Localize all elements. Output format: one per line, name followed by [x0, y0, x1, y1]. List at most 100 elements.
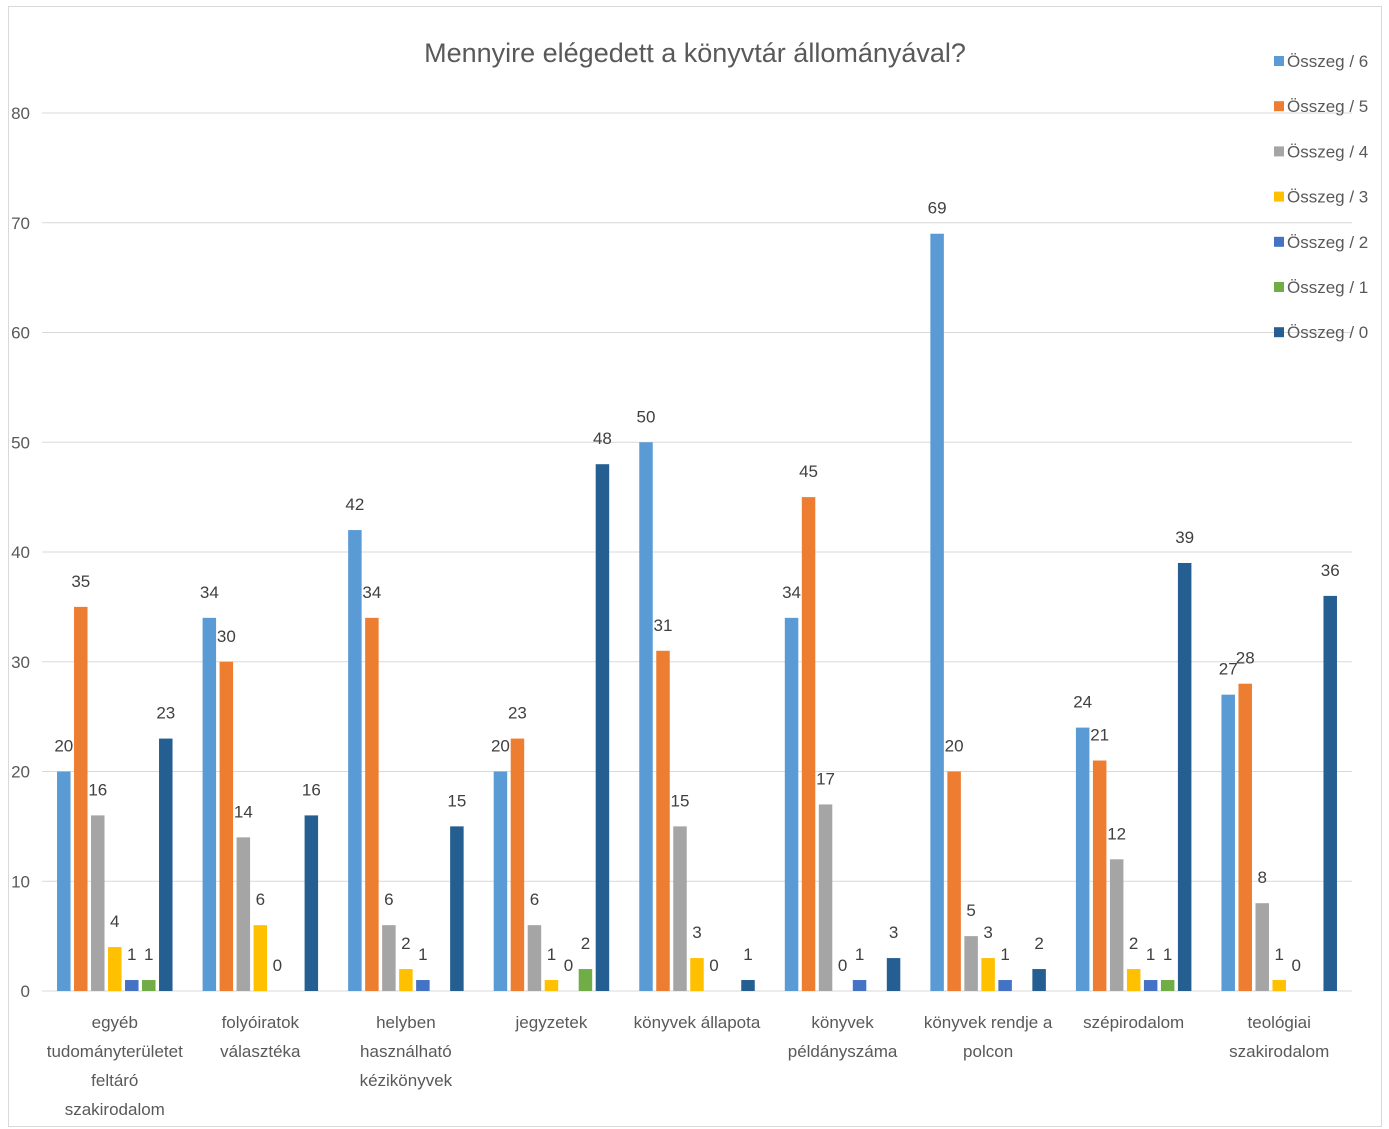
- data-label: 0: [838, 956, 847, 975]
- y-axis-ticks: 0 10 20 30 40 50 60 70 80: [11, 104, 30, 1001]
- legend-label: Összeg / 3: [1287, 188, 1368, 207]
- data-label: 2: [581, 934, 590, 953]
- category-label: tudományterületet: [47, 1042, 183, 1061]
- data-label: 5: [966, 901, 975, 920]
- legend-swatch: [1274, 327, 1284, 338]
- bar: [981, 958, 995, 991]
- y-tick-label: 40: [11, 543, 30, 562]
- bar: [382, 925, 396, 991]
- legend-swatch: [1274, 236, 1284, 247]
- bar: [578, 969, 593, 991]
- bar: [784, 617, 799, 991]
- category-labels: egyéb tudományterületet feltáró szakirodalo…: [47, 1013, 1330, 1119]
- bar: [818, 804, 833, 991]
- data-label: 23: [508, 704, 527, 723]
- bar: [801, 497, 816, 991]
- data-label: 34: [200, 583, 219, 602]
- category-label: kézikönyvek: [360, 1071, 453, 1090]
- data-label: 28: [1236, 649, 1255, 668]
- data-label: 16: [302, 780, 321, 799]
- bar: [219, 661, 234, 991]
- bar: [74, 606, 88, 991]
- data-label: 31: [654, 616, 673, 635]
- category-label: folyóiratok: [222, 1013, 300, 1032]
- bar: [998, 980, 1012, 991]
- legend-label: Összeg / 5: [1287, 97, 1368, 116]
- data-label: 1: [1163, 945, 1172, 964]
- bar: [1323, 595, 1337, 991]
- data-label: 8: [1257, 868, 1266, 887]
- data-label: 0: [709, 956, 718, 975]
- data-label: 16: [88, 780, 107, 799]
- category-label: használható: [360, 1042, 452, 1061]
- category-label: szépirodalom: [1083, 1013, 1184, 1032]
- data-label: 0: [1291, 956, 1300, 975]
- data-label: 12: [1107, 824, 1126, 843]
- bar: [365, 617, 379, 991]
- bar: [639, 442, 653, 991]
- data-label: 6: [530, 890, 539, 909]
- bar: [741, 980, 755, 991]
- data-label: 21: [1090, 726, 1109, 745]
- bar: [1255, 903, 1269, 991]
- data-label: 0: [564, 956, 573, 975]
- chart-title: Mennyire elégedett a könyvtár állományáv…: [424, 38, 966, 68]
- bar: [399, 969, 413, 991]
- data-label: 1: [418, 945, 427, 964]
- bar: [142, 980, 156, 991]
- bar: [1177, 562, 1192, 991]
- bar: [1126, 969, 1141, 991]
- data-label: 2: [1129, 934, 1138, 953]
- category-label: feltáró: [91, 1071, 138, 1090]
- data-label: 24: [1073, 693, 1092, 712]
- category-label: egyéb: [92, 1013, 138, 1032]
- data-label: 1: [144, 945, 153, 964]
- category-label: teológiai: [1248, 1013, 1311, 1032]
- bar: [1272, 980, 1286, 991]
- category-label: választéka: [220, 1042, 301, 1061]
- bar: [1032, 969, 1046, 991]
- data-label: 1: [855, 945, 864, 964]
- data-label: 48: [593, 429, 612, 448]
- bar: [690, 958, 704, 991]
- data-label: 34: [782, 583, 801, 602]
- bar: [159, 738, 173, 991]
- data-label: 50: [637, 407, 656, 426]
- bar: [1143, 980, 1158, 991]
- data-label: 1: [1274, 945, 1283, 964]
- y-tick-label: 60: [11, 324, 30, 343]
- category-label: könyvek állapota: [634, 1013, 761, 1032]
- data-label: 6: [384, 890, 393, 909]
- bar: [595, 464, 610, 991]
- data-label: 1: [1146, 945, 1155, 964]
- data-label: 3: [692, 923, 701, 942]
- bar: [125, 980, 139, 991]
- bar: [57, 771, 71, 991]
- data-label: 14: [234, 802, 253, 821]
- bar: [91, 815, 105, 991]
- legend-swatch: [1274, 191, 1284, 202]
- data-label: 45: [799, 462, 818, 481]
- bar: [673, 826, 687, 991]
- bar: [493, 771, 508, 991]
- bar: [1160, 980, 1175, 991]
- legend-label: Összeg / 6: [1287, 52, 1368, 71]
- bar: [886, 958, 901, 991]
- bar: [1092, 760, 1107, 991]
- bar: [544, 980, 559, 991]
- category-label: jegyzetek: [515, 1013, 588, 1032]
- category-label: példányszáma: [788, 1042, 898, 1061]
- data-label: 4: [110, 912, 119, 931]
- y-tick-label: 20: [11, 763, 30, 782]
- legend-swatch: [1274, 146, 1284, 157]
- data-label: 3: [983, 923, 992, 942]
- data-label: 1: [547, 945, 556, 964]
- legend-swatch: [1274, 282, 1284, 292]
- data-label: 0: [273, 956, 282, 975]
- data-label: 1: [743, 945, 752, 964]
- data-label: 15: [447, 791, 466, 810]
- y-tick-label: 0: [21, 982, 30, 1001]
- data-label: 20: [54, 737, 73, 756]
- data-label: 20: [491, 737, 510, 756]
